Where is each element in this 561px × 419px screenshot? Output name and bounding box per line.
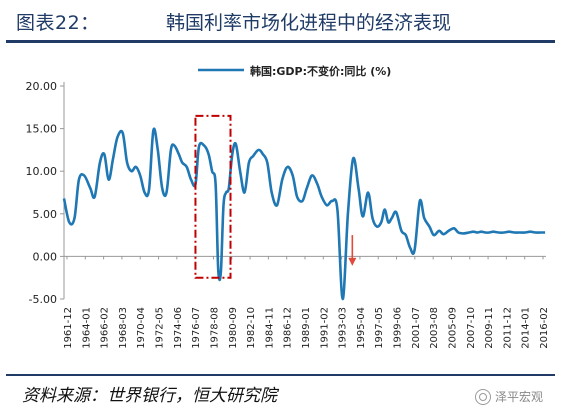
- page-title: 韩国利率市场化进程中的经济表现: [166, 12, 452, 34]
- x-tick-label: 1982-10: [246, 307, 257, 349]
- series-line-korea-gdp: [62, 127, 546, 301]
- x-tick-label: 1997-05: [374, 307, 385, 349]
- x-tick-label: 2007-10: [466, 307, 477, 349]
- x-tick-label: 1999-06: [393, 307, 404, 349]
- x-tick-label: 1978-08: [209, 307, 220, 349]
- x-tick-label: 1986-12: [283, 307, 294, 349]
- y-tick-label: 0.00: [33, 250, 58, 263]
- x-tick-label: 1984-11: [264, 307, 275, 349]
- figure-label: 图表22：: [16, 12, 100, 34]
- watermark-text: 泽平宏观: [494, 390, 543, 404]
- down-arrow-head: [348, 257, 357, 266]
- x-tick-label: 1961-12: [63, 307, 74, 349]
- x-tick-label: 1970-04: [136, 307, 147, 349]
- x-tick-label: 1993-03: [338, 307, 349, 349]
- x-tick-label: 1964-01: [81, 307, 92, 349]
- source-rule: [6, 374, 555, 376]
- y-tick-label: 5.00: [33, 208, 58, 221]
- title-rule: [6, 40, 555, 43]
- x-tick-label: 1966-02: [100, 307, 111, 349]
- x-tick-label: 1991-02: [319, 307, 330, 349]
- gdp-line-chart: 20.00 15.00 10.00 5.00 0.00 -5.00 1961-12 1964-…: [26, 64, 551, 349]
- x-tick-label: 1972-05: [155, 307, 166, 349]
- x-tick-label: 2003-08: [429, 307, 440, 349]
- y-tick-label: -5.00: [29, 293, 57, 306]
- legend-label: 韩国:GDP:不变价:同比 (%): [250, 64, 391, 78]
- title-bar: 图表22： 韩国利率市场化进程中的经济表现: [6, 3, 555, 43]
- y-tick-label: 15.00: [26, 123, 58, 136]
- x-tick-label: 2014-01: [521, 307, 532, 349]
- x-tick-label: 1976-07: [191, 307, 202, 349]
- x-tick-label: 1995-04: [356, 307, 367, 349]
- y-tick-label: 10.00: [26, 165, 58, 178]
- x-tick-label: 2009-11: [484, 307, 495, 349]
- x-tick-label: 1980-09: [228, 307, 239, 349]
- x-tick-label: 1968-03: [118, 307, 129, 349]
- x-tick-label: 1989-01: [301, 307, 312, 349]
- x-tick-label: 2016-02: [539, 307, 550, 349]
- watermark: 泽平宏观: [474, 388, 543, 405]
- chart-area: 20.00 15.00 10.00 5.00 0.00 -5.00 1961-12 1964-…: [6, 48, 555, 371]
- y-tick-label: 20.00: [26, 80, 58, 93]
- x-tick-label: 2011-12: [502, 307, 513, 349]
- x-tick-label: 2005-09: [447, 307, 458, 349]
- x-tick-label: 1974-06: [173, 307, 184, 349]
- wechat-icon: [474, 388, 491, 405]
- source-note: 资料来源：世界银行，恒大研究院: [22, 386, 277, 406]
- highlight-box: [194, 114, 232, 279]
- x-tick-label: 2001-07: [411, 307, 422, 349]
